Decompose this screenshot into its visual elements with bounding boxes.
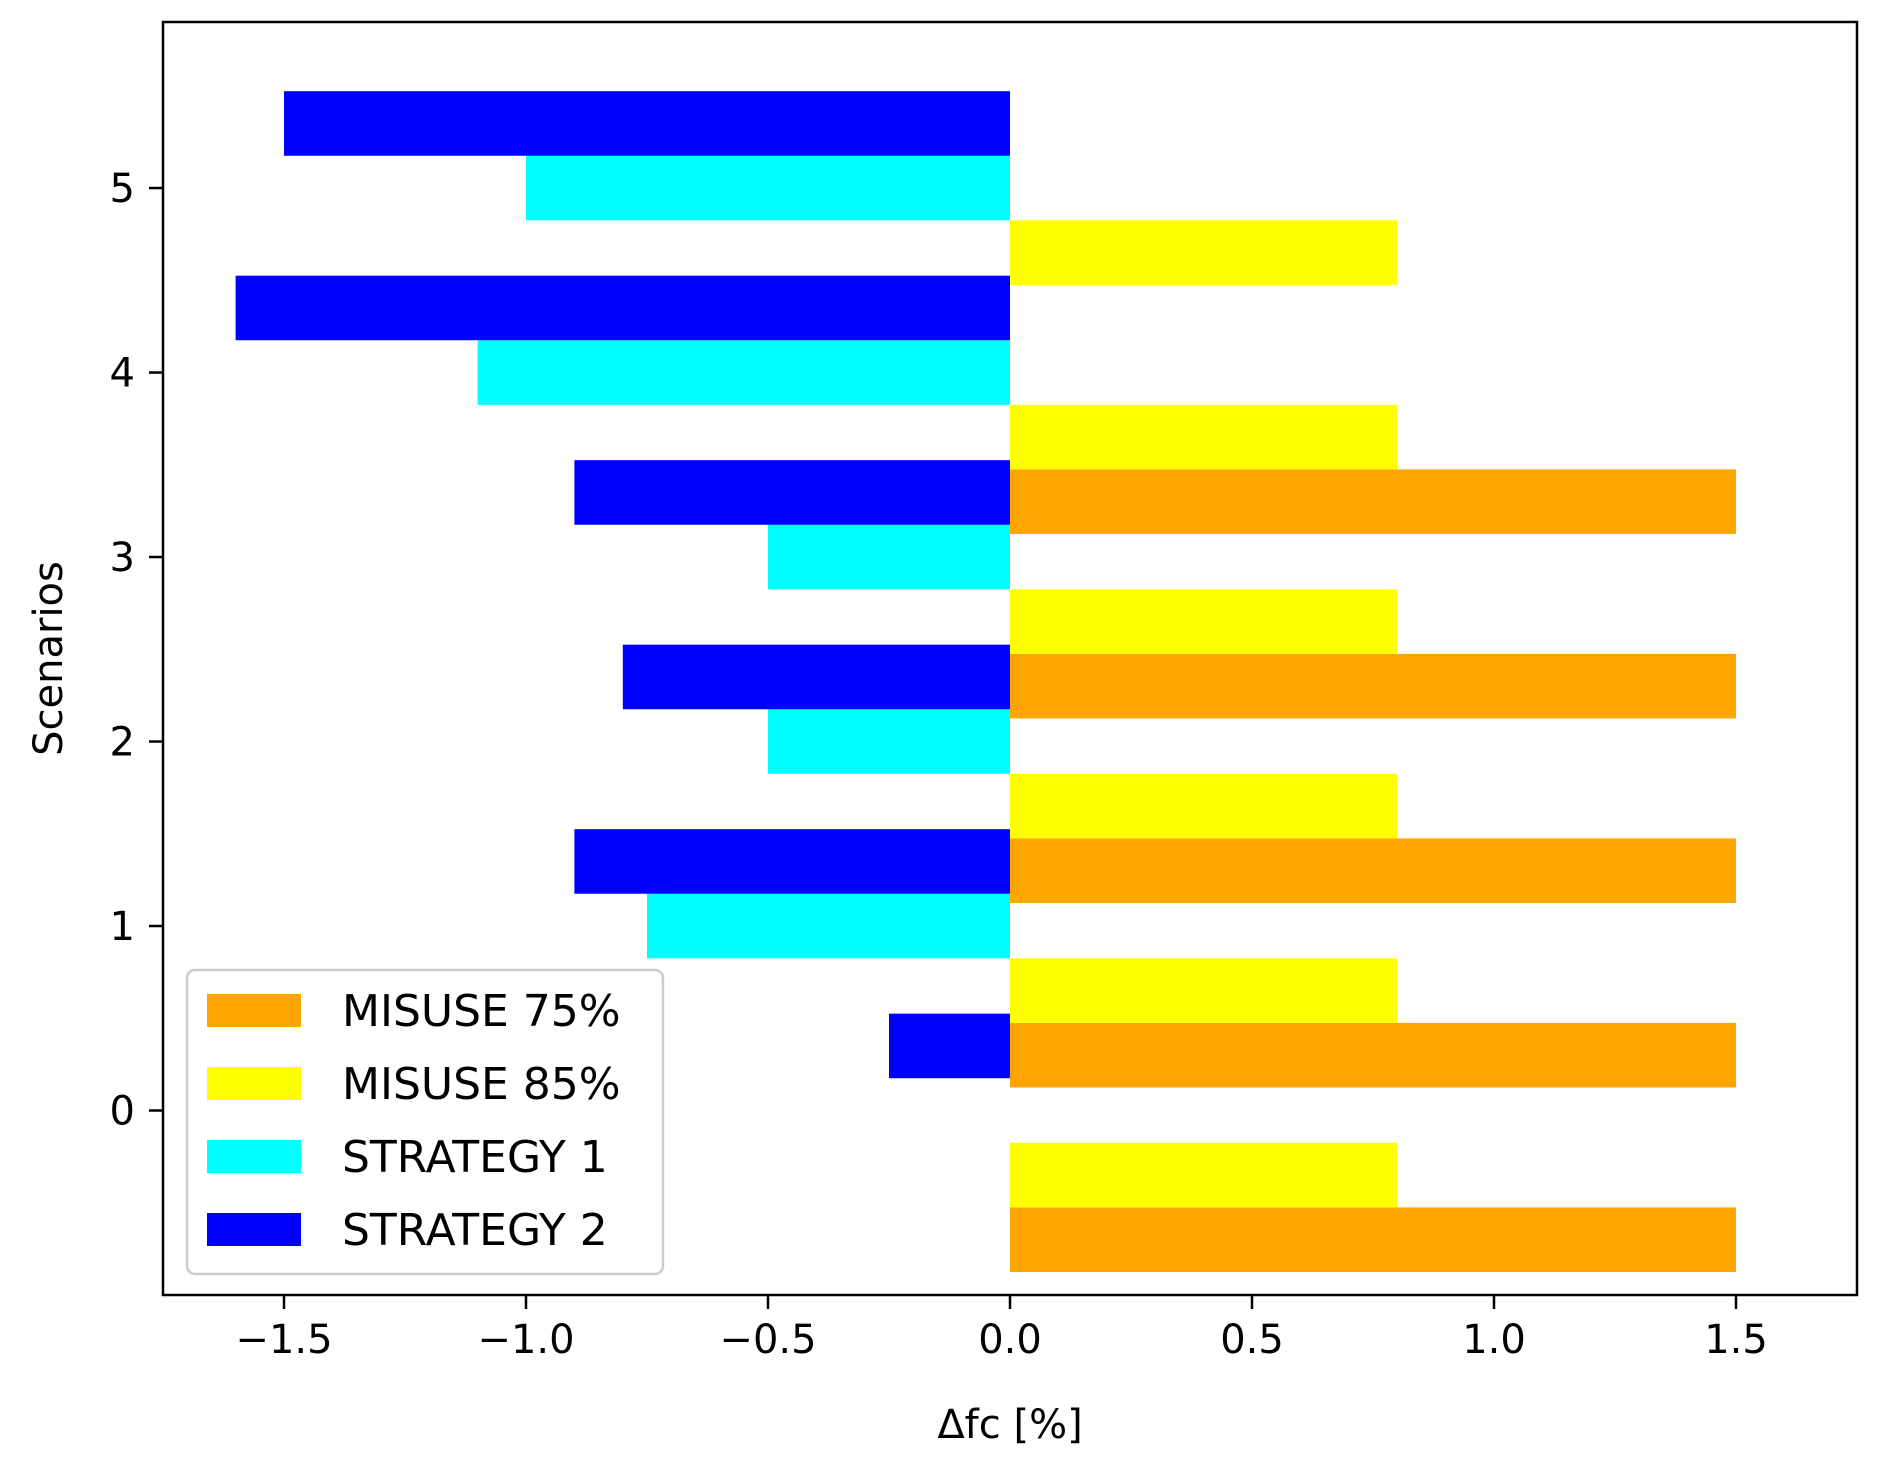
bar-misuse-75-scenario-1 [1010, 1022, 1736, 1088]
legend-label: STRATEGY 2 [342, 1205, 608, 1256]
legend-label: MISUSE 85% [342, 1059, 621, 1110]
bar-misuse-85-scenario-5 [1010, 220, 1398, 285]
x-tick-label: 1.5 [1704, 1317, 1768, 1363]
bar-misuse-75-scenario-0 [1010, 1207, 1736, 1272]
y-axis-label: Scenarios [26, 561, 72, 756]
bar-misuse-85-scenario-0 [1010, 1142, 1398, 1208]
bar-strategy-1-scenario-4 [477, 340, 1011, 405]
bar-misuse-75-scenario-4 [1010, 469, 1736, 534]
x-tick-label: −1.0 [477, 1317, 574, 1363]
bar-strategy-2-scenario-5 [284, 91, 1010, 156]
bar-strategy-2-scenario-0 [889, 1013, 1010, 1079]
y-ticks: 0 1 2 3 4 5 [110, 166, 163, 1135]
bar-misuse-85-scenario-1 [1010, 958, 1398, 1023]
bar-misuse-85-scenario-4 [1010, 404, 1398, 470]
bar-strategy-2-scenario-1 [574, 829, 1010, 894]
x-axis-label: Δfc [%] [937, 1402, 1082, 1448]
x-tick-label: 0.5 [1220, 1317, 1284, 1363]
bar-strategy-2-scenario-2 [622, 644, 1010, 710]
legend-swatch [207, 1067, 301, 1100]
legend-label: MISUSE 75% [342, 986, 621, 1037]
bar-strategy-1-scenario-3 [768, 524, 1010, 590]
y-tick-label: 3 [110, 535, 135, 581]
bar-misuse-85-scenario-2 [1010, 773, 1398, 839]
x-tick-label: 0.0 [978, 1317, 1042, 1363]
legend-swatch [207, 994, 301, 1027]
bar-strategy-1-scenario-5 [526, 155, 1010, 221]
bars-group [235, 91, 1736, 1272]
bar-strategy-2-scenario-3 [574, 460, 1010, 525]
x-tick-label: 1.0 [1462, 1317, 1526, 1363]
bar-misuse-85-scenario-3 [1010, 589, 1398, 654]
x-ticks: −1.5 −1.0 −0.5 0.0 0.5 1.0 1.5 [235, 1295, 1768, 1363]
bar-strategy-1-scenario-1 [647, 893, 1010, 959]
bar-strategy-1-scenario-2 [768, 709, 1010, 774]
y-tick-label: 1 [110, 904, 135, 950]
x-tick-label: −1.5 [235, 1317, 332, 1363]
legend: MISUSE 75% MISUSE 85% STRATEGY 1 STRATEGY 2 [185, 968, 665, 1276]
legend-frame [185, 968, 665, 1276]
legend-swatch [207, 1140, 301, 1173]
plot-frame [161, 20, 1859, 1297]
y-tick-label: 0 [110, 1089, 135, 1135]
y-tick-label: 5 [110, 166, 135, 212]
x-tick-label: −0.5 [719, 1317, 816, 1363]
legend-label: STRATEGY 1 [342, 1132, 608, 1183]
legend-swatch [207, 1213, 301, 1246]
bar-strategy-2-scenario-4 [235, 275, 1011, 341]
y-tick-label: 4 [110, 351, 135, 397]
bar-misuse-75-scenario-3 [1010, 653, 1736, 719]
y-tick-label: 2 [110, 720, 135, 766]
bar-misuse-75-scenario-2 [1010, 838, 1736, 903]
